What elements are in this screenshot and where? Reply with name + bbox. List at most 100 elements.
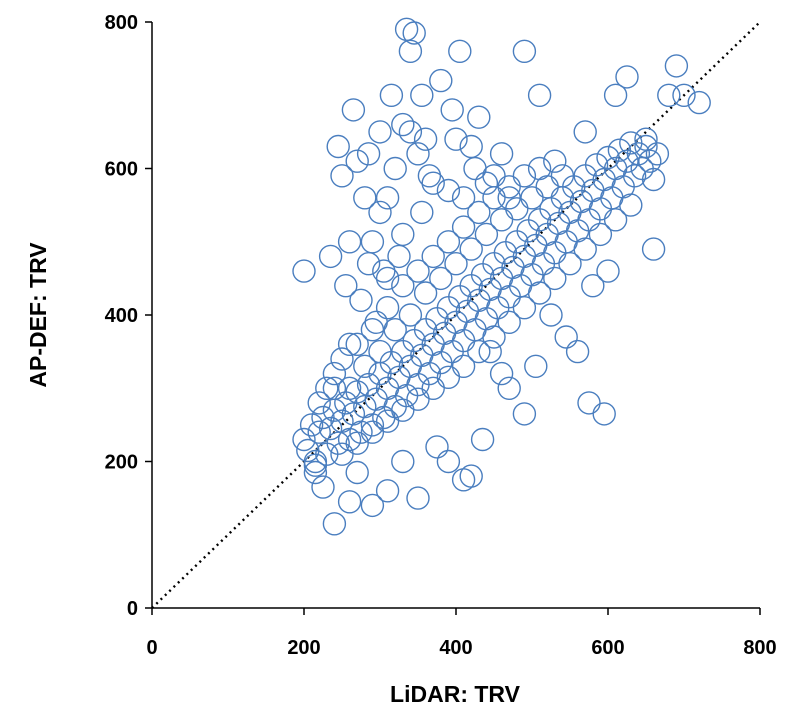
data-point bbox=[421, 376, 445, 400]
data-point bbox=[292, 259, 316, 283]
data-point bbox=[387, 244, 411, 269]
data-point bbox=[345, 431, 369, 455]
data-point bbox=[641, 167, 666, 192]
data-point bbox=[398, 303, 423, 327]
data-point bbox=[664, 54, 689, 78]
data-point bbox=[543, 149, 567, 173]
x-tick-label: 800 bbox=[743, 637, 776, 659]
data-point bbox=[413, 127, 438, 151]
data-point bbox=[512, 164, 537, 188]
data-point bbox=[391, 274, 415, 298]
data-point bbox=[337, 376, 362, 400]
data-point bbox=[311, 475, 335, 499]
data-point bbox=[421, 171, 445, 195]
data-point bbox=[489, 142, 514, 166]
data-point bbox=[687, 90, 711, 115]
data-point bbox=[398, 120, 423, 144]
data-point bbox=[467, 105, 491, 129]
data-point bbox=[368, 339, 392, 364]
data-point bbox=[410, 200, 434, 225]
x-tick-label: 600 bbox=[591, 637, 624, 659]
data-point bbox=[307, 420, 331, 444]
data-point bbox=[584, 153, 609, 177]
data-point bbox=[322, 376, 347, 400]
data-point bbox=[391, 222, 415, 247]
data-point bbox=[334, 274, 358, 298]
y-axis-ticks: 0 200 400 600 800 bbox=[105, 12, 152, 620]
data-point bbox=[349, 420, 373, 444]
y-tick-label: 0 bbox=[127, 598, 138, 620]
plot-area: 0 200 400 600 800 0 200 400 600 800 bbox=[105, 12, 777, 659]
data-point bbox=[375, 479, 400, 503]
data-point bbox=[573, 237, 597, 261]
data-point bbox=[520, 186, 544, 210]
data-point bbox=[375, 409, 400, 433]
data-point bbox=[303, 460, 328, 485]
data-point bbox=[292, 427, 316, 452]
data-point bbox=[588, 222, 613, 247]
data-point bbox=[592, 402, 616, 426]
data-point bbox=[634, 127, 658, 151]
data-point bbox=[402, 21, 426, 45]
data-point bbox=[429, 266, 453, 291]
data-point bbox=[448, 39, 472, 63]
data-point bbox=[657, 83, 681, 108]
data-point bbox=[512, 296, 537, 320]
data-point bbox=[451, 354, 476, 378]
data-point bbox=[554, 325, 578, 349]
data-point bbox=[315, 376, 339, 400]
data-point bbox=[410, 83, 434, 108]
data-point bbox=[535, 175, 559, 199]
data-point bbox=[406, 387, 430, 411]
data-point bbox=[391, 112, 415, 137]
data-point bbox=[353, 354, 377, 378]
data-point bbox=[406, 486, 430, 510]
data-point bbox=[603, 83, 628, 108]
data-point bbox=[375, 186, 400, 210]
data-point bbox=[341, 98, 366, 122]
data-point bbox=[474, 222, 499, 247]
data-point bbox=[375, 296, 400, 320]
data-point bbox=[337, 332, 362, 356]
data-point bbox=[497, 376, 521, 400]
data-point bbox=[539, 303, 563, 327]
data-point bbox=[512, 402, 537, 426]
data-point bbox=[356, 142, 381, 166]
identity-reference-line bbox=[151, 21, 761, 609]
data-point bbox=[436, 178, 461, 203]
data-point bbox=[406, 259, 430, 283]
data-point bbox=[372, 259, 396, 283]
data-point bbox=[383, 156, 407, 181]
data-point bbox=[353, 186, 377, 210]
x-axis-title: LiDAR: TRV bbox=[390, 681, 521, 707]
data-point bbox=[497, 186, 521, 210]
data-point bbox=[444, 252, 468, 276]
data-point bbox=[337, 230, 362, 254]
data-point bbox=[345, 460, 369, 485]
data-point bbox=[565, 339, 590, 364]
data-point bbox=[436, 230, 461, 254]
data-point bbox=[573, 120, 597, 144]
data-point bbox=[345, 149, 369, 173]
data-point bbox=[326, 134, 350, 159]
data-point bbox=[577, 391, 601, 415]
data-point bbox=[391, 398, 415, 422]
data-point bbox=[330, 347, 354, 371]
y-tick-label: 600 bbox=[105, 159, 138, 181]
data-point bbox=[303, 449, 328, 474]
data-point bbox=[413, 281, 438, 305]
data-point bbox=[330, 164, 354, 188]
data-point bbox=[337, 490, 362, 514]
data-point bbox=[482, 325, 506, 349]
data-point bbox=[524, 354, 548, 378]
data-point bbox=[360, 420, 385, 444]
data-point bbox=[497, 310, 521, 334]
data-point bbox=[596, 259, 620, 283]
data-point bbox=[436, 449, 461, 474]
data-point bbox=[459, 237, 483, 261]
data-point bbox=[440, 98, 464, 122]
data-point bbox=[634, 134, 658, 159]
data-point bbox=[489, 361, 514, 386]
data-point bbox=[645, 142, 670, 166]
data-point bbox=[364, 310, 388, 334]
